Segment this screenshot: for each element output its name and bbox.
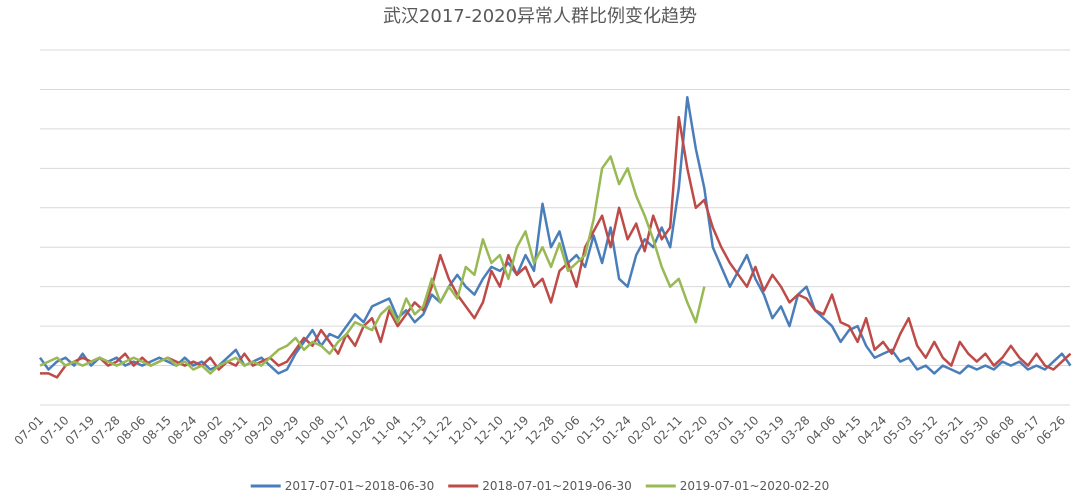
series-line bbox=[39, 155, 706, 375]
legend-label: 2018-07-01~2019-06-30 bbox=[482, 479, 632, 493]
chart-title: 武汉2017-2020异常人群比例变化趋势 bbox=[383, 6, 697, 27]
legend-label: 2019-07-01~2020-02-20 bbox=[680, 479, 830, 493]
series-line bbox=[40, 115, 1072, 379]
x-tick-label: 06-26 bbox=[1034, 413, 1069, 448]
series-line bbox=[38, 96, 1072, 375]
legend: 2017-07-01~2018-06-30 2018-07-01~2019-06-… bbox=[250, 479, 830, 493]
legend-label: 2017-07-01~2018-06-30 bbox=[285, 479, 435, 493]
